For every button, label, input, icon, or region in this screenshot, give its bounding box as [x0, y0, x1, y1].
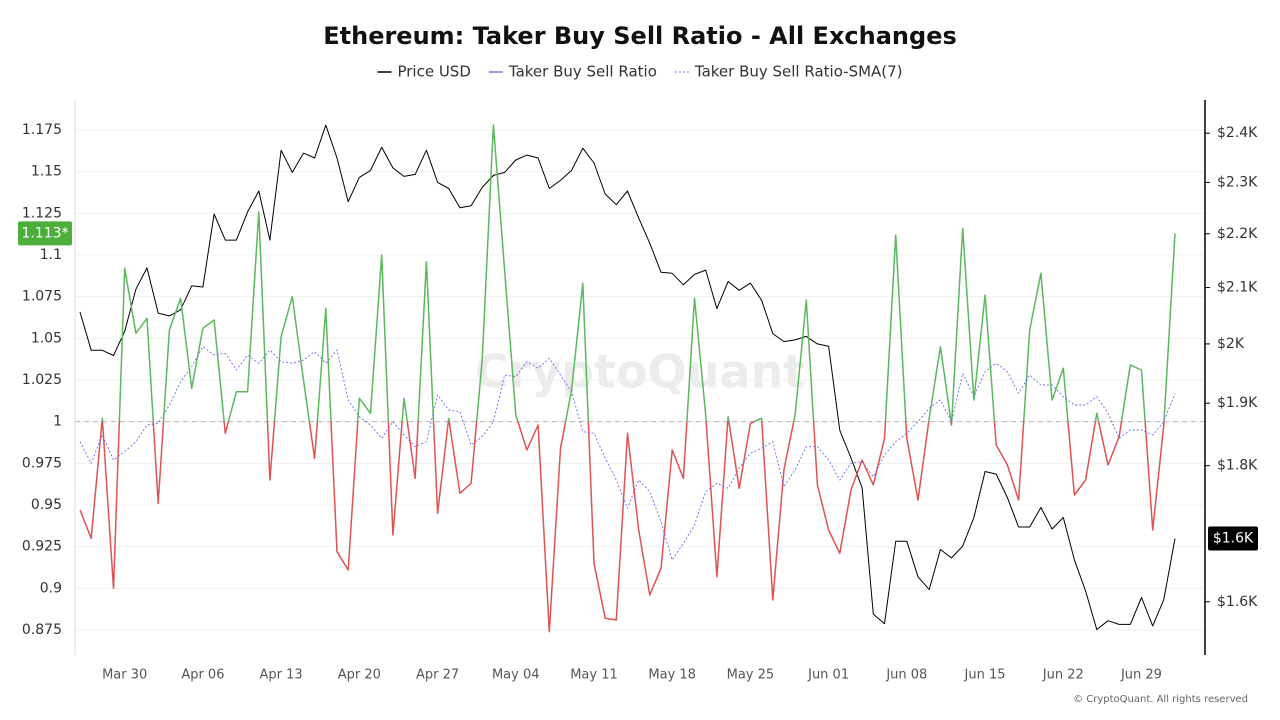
y-tick-label: 0.95	[31, 497, 62, 513]
x-tick-label: Jun 01	[807, 668, 849, 683]
x-tick-label: Jun 29	[1120, 668, 1162, 683]
value-marker	[1208, 526, 1258, 551]
y2-tick-label: $2K	[1217, 336, 1245, 352]
y-tick-label: 1	[53, 414, 62, 430]
y-tick-label: 0.9	[40, 580, 62, 596]
y-tick-label: 1.1	[40, 247, 62, 263]
y-tick-label: 1.15	[31, 164, 62, 180]
x-tick-label: May 18	[648, 668, 696, 683]
x-tick-label: May 25	[727, 668, 775, 683]
x-tick-label: Jun 15	[964, 668, 1006, 683]
y-tick-label: 1.05	[31, 330, 62, 346]
y-tick-label: 1.025	[22, 372, 62, 388]
footer: © CryptoQuant. All rights reserved	[1073, 694, 1248, 705]
series-line	[79, 124, 1176, 633]
watermark: CryptoQuant	[475, 345, 806, 399]
series-line	[79, 346, 1176, 561]
value-marker-label: $1.6K	[1213, 531, 1254, 547]
y2-tick-label: $1.6K	[1217, 594, 1258, 610]
x-tick-label: Apr 13	[260, 668, 303, 683]
series-line	[79, 124, 1176, 631]
x-tick-label: Apr 27	[416, 668, 459, 683]
x-tick-label: May 11	[570, 668, 618, 683]
y-tick-label: 1.175	[22, 122, 62, 138]
y2-tick-label: $2.3K	[1217, 174, 1258, 190]
y-tick-label: 0.975	[22, 455, 62, 471]
x-tick-label: May 04	[492, 668, 540, 683]
y2-tick-label: $2.1K	[1217, 280, 1258, 296]
x-tick-label: Mar 30	[102, 668, 147, 683]
legend-label: Price USD	[397, 63, 470, 81]
value-marker	[18, 221, 72, 246]
x-tick-label: Jun 08	[885, 668, 927, 683]
legend-label: Taker Buy Sell Ratio-SMA(7)	[694, 63, 903, 81]
x-tick-label: Apr 06	[181, 668, 224, 683]
y2-tick-label: $2.2K	[1217, 226, 1258, 242]
y2-tick-label: $1.9K	[1217, 395, 1258, 411]
y-tick-label: 1.075	[22, 289, 62, 305]
legend: Price USD Taker Buy Sell Ratio Taker Buy S…	[377, 63, 903, 81]
chart-title: Ethereum: Taker Buy Sell Ratio - All Exc…	[323, 22, 957, 50]
legend-label: Taker Buy Sell Ratio	[508, 63, 657, 81]
y-tick-label: 0.875	[22, 622, 62, 638]
y-tick-label: 0.925	[22, 539, 62, 555]
y-tick-label: 1.125	[22, 205, 62, 221]
y2-tick-label: $2.4K	[1217, 125, 1258, 141]
x-tick-label: Jun 22	[1042, 668, 1084, 683]
x-tick-label: Apr 20	[338, 668, 381, 683]
value-marker-label: 1.113*	[21, 225, 68, 241]
y2-tick-label: $1.8K	[1217, 458, 1258, 474]
